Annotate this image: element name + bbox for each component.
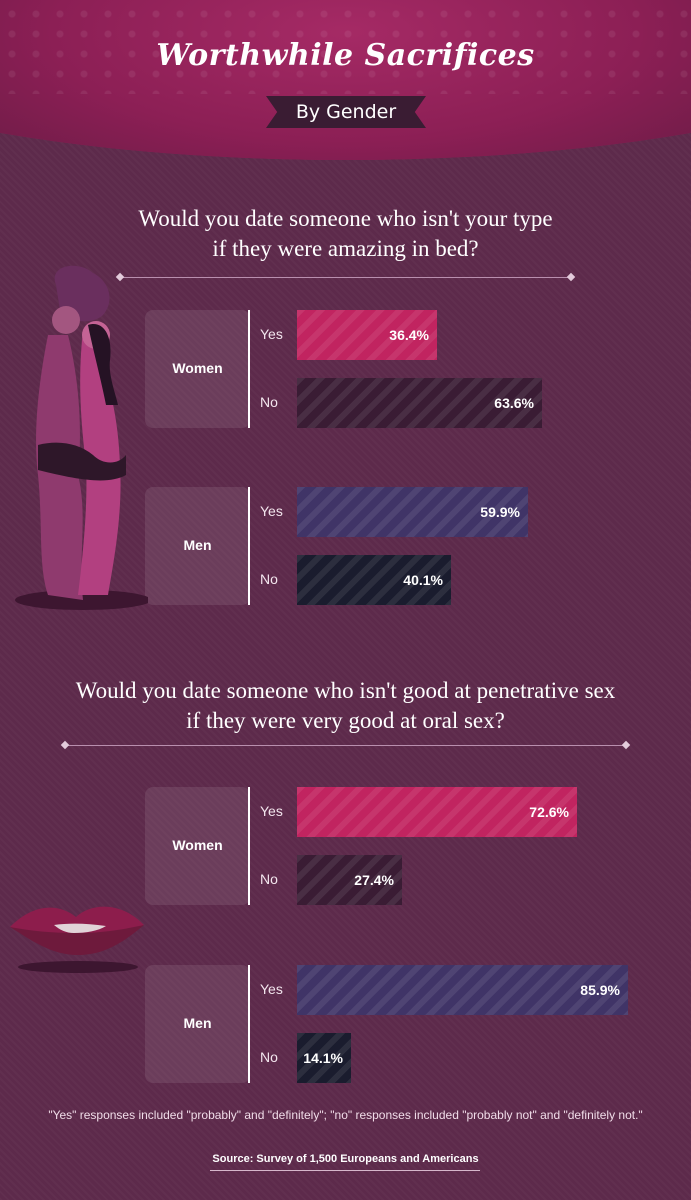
chart-2-divider — [65, 745, 626, 746]
chart-2-men-yes-bar: 85.9% — [297, 965, 628, 1015]
chart-2-title: Would you date someone who isn't good at… — [0, 676, 691, 736]
chart-1-women-no-label: No — [260, 394, 278, 410]
lips-shadow — [18, 961, 138, 973]
lips-illustration-icon — [10, 906, 144, 973]
chart-2-women-box — [145, 787, 250, 905]
chart-2-men-no-value: 14.1% — [303, 1050, 343, 1066]
chart-1-title-line-1: Would you date someone who isn't your ty… — [138, 206, 553, 231]
chart-1-men-yes-label: Yes — [260, 503, 283, 519]
chart-1-men-no-label: No — [260, 571, 278, 587]
chart-2-men-separator — [248, 965, 250, 1083]
source-underline — [210, 1170, 480, 1171]
header-banner — [0, 0, 691, 160]
chart-2-women-yes-value: 72.6% — [529, 804, 569, 820]
chart-2-women-no-value: 27.4% — [354, 872, 394, 888]
header-pattern — [0, 4, 691, 94]
chart-2-women-yes-bar: 72.6% — [297, 787, 577, 837]
chart-1-men-box — [145, 487, 250, 605]
chart-1-men-yes-bar: 59.9% — [297, 487, 528, 537]
upper-lip — [10, 906, 144, 934]
chart-1-women-yes-label: Yes — [260, 326, 283, 342]
head-left — [52, 306, 80, 334]
chart-2-women-no-label: No — [260, 871, 278, 887]
figure-underwear — [38, 442, 126, 481]
chart-1-men-yes-value: 59.9% — [480, 504, 520, 520]
chart-1-women-no-value: 63.6% — [494, 395, 534, 411]
lower-lip — [10, 925, 144, 955]
chart-2-men-no-label: No — [260, 1049, 278, 1065]
chart-1-men-no-bar: 40.1% — [297, 555, 451, 605]
hair-right — [88, 324, 118, 405]
source-credit: Source: Survey of 1,500 Europeans and Am… — [212, 1153, 479, 1165]
chart-2-women-no-bar: 27.4% — [297, 855, 402, 905]
chart-2-women-separator — [248, 787, 250, 905]
couple-illustration-icon — [15, 265, 148, 610]
chart-2-men-label: Men — [183, 1015, 212, 1031]
chart-1-women-box — [145, 310, 250, 428]
teeth — [54, 923, 106, 933]
chart-1-women-label: Women — [172, 360, 223, 376]
chart-1-title: Would you date someone who isn't your ty… — [0, 204, 691, 264]
chart-1-women-no-bar: 63.6% — [297, 378, 542, 428]
chart-1-divider — [120, 277, 571, 278]
chart-1-title-line-2: if they were amazing in bed? — [212, 236, 479, 261]
subtitle-text: By Gender — [295, 101, 397, 123]
chart-2-women-yes-label: Yes — [260, 803, 283, 819]
chart-2-women-label: Women — [172, 837, 223, 853]
chart-1-women-yes-bar: 36.4% — [297, 310, 437, 360]
chart-2-title-line-1: Would you date someone who isn't good at… — [75, 678, 616, 703]
chart-1-men-no-value: 40.1% — [403, 572, 443, 588]
subtitle-ribbon: By Gender — [266, 96, 426, 128]
chart-2-men-box — [145, 965, 250, 1083]
chart-2-title-line-2: if they were very good at oral sex? — [186, 708, 505, 733]
chart-1-women-yes-value: 36.4% — [389, 327, 429, 343]
chart-1-men-label: Men — [183, 537, 212, 553]
page-title: Worthwhile Sacrifices — [156, 38, 535, 73]
chart-1-women-separator — [248, 310, 250, 428]
chart-2-men-yes-label: Yes — [260, 981, 283, 997]
chart-2-men-yes-value: 85.9% — [580, 982, 620, 998]
chart-2-men-no-bar: 14.1% — [297, 1033, 351, 1083]
footnote: "Yes" responses included "probably" and … — [48, 1108, 643, 1122]
chart-1-men-separator — [248, 487, 250, 605]
